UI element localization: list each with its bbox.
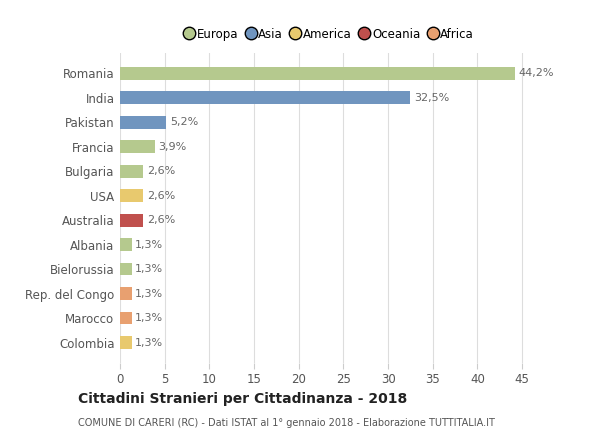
Bar — [120, 238, 131, 251]
Bar — [120, 165, 143, 178]
Bar — [120, 287, 131, 300]
Text: 5,2%: 5,2% — [170, 117, 198, 127]
Bar — [120, 67, 515, 80]
Bar — [120, 92, 410, 104]
Text: 44,2%: 44,2% — [518, 68, 554, 78]
Text: COMUNE DI CARERI (RC) - Dati ISTAT al 1° gennaio 2018 - Elaborazione TUTTITALIA.: COMUNE DI CARERI (RC) - Dati ISTAT al 1°… — [78, 418, 495, 428]
Text: 32,5%: 32,5% — [414, 93, 449, 103]
Text: 1,3%: 1,3% — [135, 264, 163, 274]
Text: 2,6%: 2,6% — [147, 215, 175, 225]
Text: 2,6%: 2,6% — [147, 191, 175, 201]
Bar — [120, 214, 143, 227]
Text: Cittadini Stranieri per Cittadinanza - 2018: Cittadini Stranieri per Cittadinanza - 2… — [78, 392, 407, 406]
Bar — [120, 336, 131, 349]
Bar — [120, 312, 131, 324]
Legend: Europa, Asia, America, Oceania, Africa: Europa, Asia, America, Oceania, Africa — [186, 28, 474, 40]
Text: 1,3%: 1,3% — [135, 240, 163, 249]
Text: 1,3%: 1,3% — [135, 289, 163, 299]
Bar — [120, 140, 155, 153]
Text: 3,9%: 3,9% — [158, 142, 187, 152]
Text: 1,3%: 1,3% — [135, 337, 163, 348]
Bar — [120, 116, 166, 128]
Text: 2,6%: 2,6% — [147, 166, 175, 176]
Text: 1,3%: 1,3% — [135, 313, 163, 323]
Bar — [120, 263, 131, 275]
Bar — [120, 189, 143, 202]
